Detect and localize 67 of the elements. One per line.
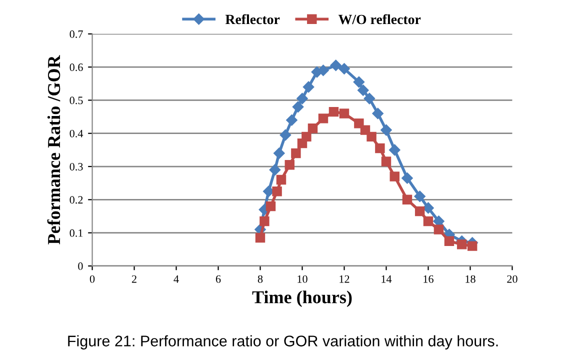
point — [291, 148, 301, 158]
y-tick-label: 0.2 — [70, 196, 83, 204]
point — [286, 114, 298, 126]
y-tick-label: 0.5 — [70, 96, 83, 104]
point — [269, 164, 281, 176]
point — [353, 76, 365, 88]
point — [372, 108, 384, 120]
point — [375, 143, 385, 154]
y-axis-title: Peformance Ratio /GOR — [47, 55, 60, 244]
point — [389, 144, 400, 156]
x-tick-label: 8 — [258, 275, 263, 283]
point — [434, 224, 444, 234]
y-tick-label: 0.1 — [70, 229, 83, 237]
x-tick-label: 16 — [424, 275, 434, 283]
x-tick-label: 4 — [174, 275, 179, 283]
point — [266, 201, 276, 212]
point — [354, 118, 364, 128]
point — [328, 106, 339, 117]
legend-label: W/O reflector — [338, 14, 421, 24]
point — [280, 129, 292, 141]
y-tick-label: 0.7 — [70, 30, 83, 38]
point — [339, 108, 350, 118]
point — [284, 160, 295, 170]
point — [302, 132, 312, 142]
point — [274, 148, 285, 159]
point — [402, 194, 412, 205]
y-tick-label: 0.4 — [70, 130, 84, 138]
point — [380, 124, 392, 136]
legend-label: Reflector — [225, 14, 280, 24]
point — [318, 114, 328, 124]
point — [381, 156, 392, 166]
point — [272, 186, 282, 196]
point — [364, 92, 376, 104]
point — [308, 124, 318, 134]
point — [456, 240, 467, 250]
point — [444, 236, 454, 246]
point — [390, 172, 400, 182]
point — [414, 206, 425, 216]
y-tick-label: 0.6 — [70, 64, 83, 72]
x-tick-label: 20 — [507, 275, 518, 283]
caption: Figure 21: Performance ratio or GOR variation within day hours. — [68, 335, 498, 350]
point — [414, 190, 426, 202]
y-tick-label: 0.3 — [70, 162, 83, 171]
point — [366, 132, 376, 142]
point — [330, 60, 342, 72]
point — [292, 101, 304, 112]
x-tick-label: 14 — [382, 275, 392, 283]
point — [422, 202, 434, 214]
point — [467, 241, 478, 251]
point — [302, 81, 314, 93]
point — [338, 63, 350, 74]
point — [296, 92, 308, 104]
point — [318, 64, 329, 76]
point — [276, 174, 286, 185]
point — [358, 84, 369, 96]
x-tick-label: 0 — [90, 275, 95, 283]
point — [255, 232, 266, 243]
point — [260, 216, 270, 226]
x-tick-label: 12 — [340, 275, 350, 283]
x-axis-title: Time (hours) — [252, 290, 352, 307]
point — [423, 216, 434, 226]
x-tick-label: 18 — [466, 275, 476, 283]
x-tick-label: 10 — [298, 275, 308, 283]
y-tick-label: 0 — [78, 262, 83, 270]
x-tick-label: 6 — [216, 275, 221, 283]
x-tick-label: 2 — [132, 275, 136, 283]
point — [402, 172, 413, 184]
